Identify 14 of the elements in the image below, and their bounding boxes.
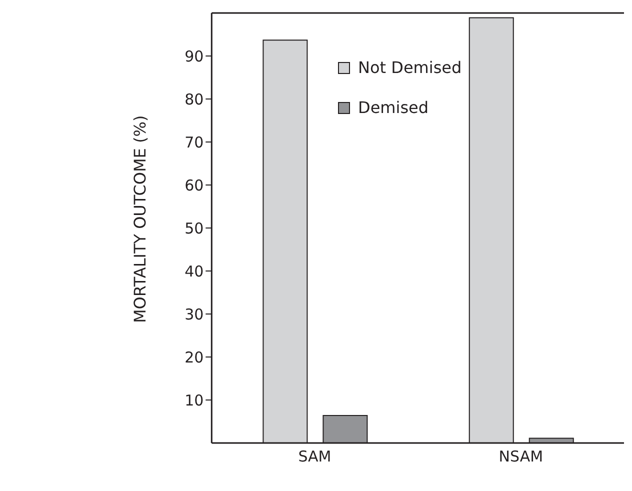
legend-label: Demised <box>358 97 429 119</box>
y-tick-label: 60 <box>184 176 204 194</box>
x-tick-label: SAM <box>298 448 332 466</box>
y-tick-label: 80 <box>184 90 204 108</box>
y-tick-label: 70 <box>184 133 204 152</box>
legend-label: Not Demised <box>358 57 462 79</box>
y-tick-label: 40 <box>184 262 204 280</box>
y-tick-label: 30 <box>184 305 204 324</box>
y-tick-label: 20 <box>184 348 204 366</box>
y-tick-label: 90 <box>184 47 204 66</box>
y-tick-label: 50 <box>184 219 204 238</box>
y-axis-title: MORTALITY OUTCOME (%) <box>130 115 150 323</box>
y-tick-label: 10 <box>184 391 204 410</box>
x-tick-label: NSAM <box>498 448 544 466</box>
